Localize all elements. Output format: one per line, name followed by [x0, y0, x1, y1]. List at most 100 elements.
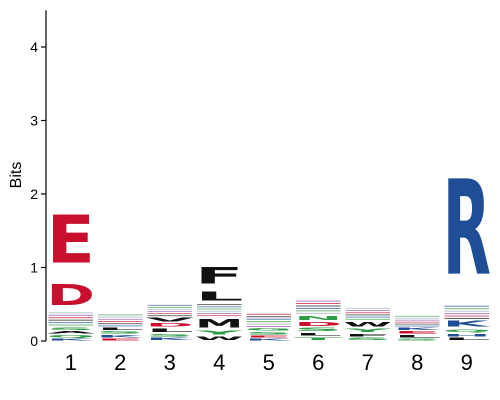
x-position-label: 5	[263, 350, 275, 375]
minor-residue-stripe	[444, 315, 489, 317]
x-position-label: 9	[461, 350, 473, 375]
y-tick-label: 4	[30, 39, 38, 55]
x-position-label: 7	[362, 350, 374, 375]
logo-letter: E	[393, 331, 441, 335]
y-tick-label: 0	[30, 333, 38, 349]
logo-letter: L	[294, 332, 342, 336]
minor-residue-stripe	[296, 305, 341, 307]
x-position-label: 8	[411, 350, 423, 375]
logo-letter: L	[146, 328, 194, 333]
minor-residue-stripe	[444, 310, 489, 312]
minor-residue-stripe	[147, 306, 192, 308]
logo-letter: R	[443, 154, 491, 306]
logo-letter: S	[245, 332, 293, 336]
logo-letter: L	[443, 337, 491, 341]
logo-letter: G	[245, 328, 294, 332]
logo-letter: W	[195, 336, 243, 341]
logo-letter: T	[294, 337, 343, 341]
logo-letter: D	[146, 323, 194, 328]
y-axis-title: Bits	[8, 162, 25, 189]
logo-letter: S	[393, 338, 441, 341]
minor-residue-stripe	[98, 323, 143, 325]
minor-residue-stripe	[98, 325, 143, 327]
minor-residue-stripe	[296, 303, 341, 305]
logo-letter: Y	[343, 328, 392, 333]
logo-letter: E	[245, 335, 293, 338]
y-tick-label: 2	[30, 186, 38, 202]
minor-residue-stripe	[444, 305, 489, 307]
logo-letter: Y	[194, 330, 243, 336]
minor-residue-stripe	[395, 315, 440, 317]
logo-letter: L	[393, 334, 441, 338]
minor-residue-stripe	[296, 310, 341, 312]
logo-letter: K	[146, 337, 195, 341]
minor-residue-stripe	[345, 318, 390, 320]
minor-residue-stripe	[246, 321, 291, 323]
logo-letter: K	[47, 338, 96, 341]
logo-letter: F	[344, 333, 393, 337]
minor-residue-stripe	[147, 313, 192, 315]
minor-residue-stripe	[395, 325, 440, 327]
logo-letter: S	[344, 337, 392, 341]
minor-residue-stripe	[197, 312, 242, 314]
minor-residue-stripe	[98, 316, 143, 318]
y-tick-label: 1	[30, 260, 38, 276]
logo-letter: V	[146, 317, 195, 323]
minor-residue-stripe	[147, 309, 192, 310]
logo-letter: K	[96, 334, 145, 338]
minor-residue-stripe	[48, 322, 93, 324]
minor-residue-stripe	[345, 316, 390, 318]
minor-residue-stripe	[246, 323, 291, 325]
logo-letter: W	[344, 321, 392, 328]
x-position-label: 6	[312, 350, 324, 375]
minor-residue-stripe	[395, 319, 440, 321]
y-axis: 0 1 2 3 4	[30, 10, 47, 349]
minor-residue-stripe	[345, 312, 390, 314]
minor-residue-stripe	[98, 318, 143, 320]
minor-residue-stripe	[197, 310, 242, 312]
logo-letter: E	[96, 338, 144, 341]
logo-letter: A	[47, 331, 96, 335]
minor-residue-stripe	[345, 314, 390, 316]
minor-residue-stripe	[197, 304, 242, 306]
logo-letter: K	[443, 320, 492, 329]
minor-residue-stripe	[345, 307, 390, 309]
minor-residue-stripe	[246, 318, 291, 320]
minor-residue-stripe	[345, 310, 390, 311]
minor-residue-stripe	[48, 319, 93, 321]
minor-residue-stripe	[246, 313, 291, 315]
logo-letter: Q	[47, 334, 95, 338]
logo-letter: Q	[443, 328, 491, 332]
letter-stacks: KQASDEEKSLKSLDVWYMLFKESGTLSDNSFYWSLEKLHQ…	[47, 154, 492, 341]
logo-letter: D	[294, 321, 343, 327]
minor-residue-stripe	[395, 317, 440, 319]
minor-residue-stripe	[147, 315, 192, 317]
minor-residue-stripe	[444, 308, 489, 310]
x-position-label: 1	[65, 350, 77, 375]
logo-letter: L	[96, 327, 144, 331]
logo-letter: S	[47, 326, 95, 330]
x-position-label: 2	[114, 350, 126, 375]
minor-residue-stripe	[246, 326, 291, 328]
logo-letter: N	[294, 315, 342, 322]
logo-letter: H	[443, 333, 491, 337]
minor-residue-stripe	[147, 311, 192, 312]
minor-residue-stripe	[444, 313, 489, 315]
x-position-label: 3	[164, 350, 176, 375]
minor-residue-stripe	[296, 312, 341, 314]
logo-letter: K	[245, 338, 294, 341]
minor-residue-stripe	[296, 307, 341, 309]
logo-letter: M	[195, 317, 243, 330]
minor-residue-stripe	[246, 316, 291, 318]
minor-residue-stripe	[48, 312, 93, 314]
minor-residue-stripe	[395, 321, 440, 323]
minor-residue-stripe	[197, 306, 242, 308]
logo-letter: S	[96, 331, 144, 335]
logo-letter: L	[195, 289, 243, 304]
logo-letter: F	[195, 263, 244, 289]
minor-residue-stripe	[98, 321, 143, 322]
minor-residue-stripe	[444, 317, 489, 319]
minor-residue-stripe	[197, 308, 242, 310]
logo-letter: D	[47, 278, 95, 311]
